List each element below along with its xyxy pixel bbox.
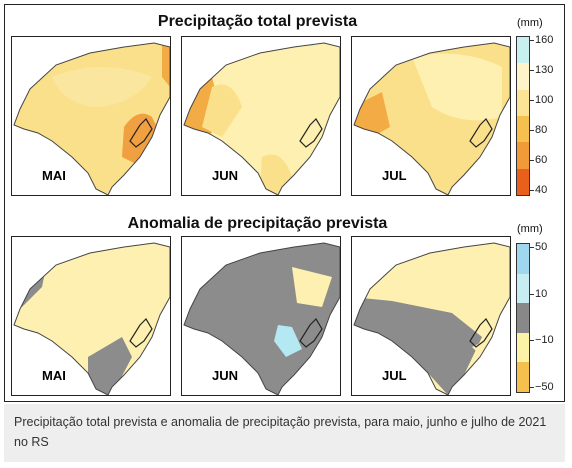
map-anomaly-jul-svg [353,242,510,395]
legend-bottom-colorbar [516,243,530,393]
map-total-jun: JUN [181,36,341,196]
map-anomaly-jun: JUN [181,236,341,396]
legend-tick-mark [530,100,534,101]
colorbar-segment [517,89,529,116]
map-anomaly-mai-svg [13,242,170,395]
colorbar-segment [517,244,529,274]
legend-tick-label: 160 [535,34,554,46]
legend-tick-label: 10 [535,287,548,300]
legend-tick-mark [530,70,534,71]
map-anomaly-jul: JUL [351,236,511,396]
legend-tick-label: 60 [535,154,548,166]
legend-bottom-unit: (mm) [517,223,543,235]
legend-tick-mark [530,247,534,248]
colorbar-segment [517,37,529,64]
precipitation-title: Precipitação total prevista [157,13,358,30]
legend-tick-mark [530,190,534,191]
colorbar-segment [517,303,529,333]
colorbar-segment [517,63,529,90]
colorbar-segment [517,142,529,169]
forecast-figure: Precipitação total prevista MAI [4,4,565,402]
legend-tick-mark [530,340,534,342]
colorbar-segment [517,362,529,392]
map-total-jun-svg [183,42,340,195]
map-total-mai-svg [13,42,170,195]
legend-tick-label: −50 [535,381,554,393]
legend-tick-label: 130 [535,64,554,76]
month-label: JUL [382,168,407,183]
legend-tick-label: 40 [535,184,548,196]
colorbar-segment [517,168,529,195]
figure-caption: Precipitação total prevista e anomalia d… [4,404,565,462]
month-label: MAI [42,168,66,183]
colorbar-segment [517,332,529,363]
map-anomaly-mai: MAI [11,236,171,396]
map-total-jul-svg [353,42,510,195]
colorbar-segment [517,273,529,304]
legend-tick-label: −10 [535,334,554,347]
month-label: JUL [382,368,407,383]
legend-tick-mark [530,160,534,161]
colorbar-segment [517,115,529,143]
map-anomaly-jun-svg [183,242,340,395]
legend-tick-mark [530,293,534,295]
legend-tick-label: 50 [535,241,548,253]
legend-tick-mark [530,40,534,41]
month-label: MAI [42,368,66,383]
month-label: JUN [212,368,239,383]
legend-tick-label: 100 [535,94,554,106]
legend-top-unit: (mm) [517,17,543,29]
map-total-mai: MAI [11,36,171,196]
legend-top-colorbar [516,36,530,196]
legend-tick-mark [530,387,534,388]
month-label: JUN [212,168,239,183]
legend-tick-mark [530,130,534,131]
legend-tick-label: 80 [535,124,548,136]
anomaly-title: Anomalia de precipitação prevista [127,215,388,232]
map-total-jul: JUL [351,36,511,196]
